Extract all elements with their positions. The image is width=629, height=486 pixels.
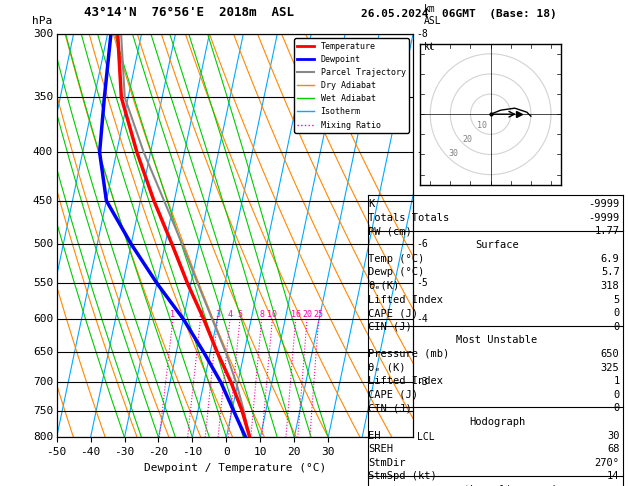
Text: kt: kt <box>424 42 436 52</box>
Text: 0: 0 <box>613 322 620 332</box>
Text: 700: 700 <box>33 378 53 387</box>
Text: LCL: LCL <box>416 433 434 442</box>
Text: 2: 2 <box>198 310 203 319</box>
Text: 30: 30 <box>607 431 620 441</box>
Text: 650: 650 <box>33 347 53 357</box>
Text: 43°14'N  76°56'E  2018m  ASL: 43°14'N 76°56'E 2018m ASL <box>84 6 294 19</box>
Text: -7: -7 <box>416 147 428 157</box>
Text: 68: 68 <box>607 444 620 454</box>
Text: PW (cm): PW (cm) <box>368 226 412 237</box>
Text: Lifted Index: Lifted Index <box>368 295 443 305</box>
Text: 600: 600 <box>33 314 53 324</box>
Text: CAPE (J): CAPE (J) <box>368 390 418 400</box>
Text: 1: 1 <box>170 310 175 319</box>
Text: -6: -6 <box>416 239 428 249</box>
Text: Pressure (mb): Pressure (mb) <box>368 349 449 359</box>
Text: -9999: -9999 <box>588 213 620 223</box>
Text: Totals Totals: Totals Totals <box>368 213 449 223</box>
Text: -3: -3 <box>416 378 428 387</box>
Text: CAPE (J): CAPE (J) <box>368 308 418 318</box>
Text: 500: 500 <box>33 239 53 249</box>
Text: 6.9: 6.9 <box>601 254 620 264</box>
Text: 1: 1 <box>613 376 620 386</box>
Text: 10: 10 <box>267 310 277 319</box>
Legend: Temperature, Dewpoint, Parcel Trajectory, Dry Adiabat, Wet Adiabat, Isotherm, Mi: Temperature, Dewpoint, Parcel Trajectory… <box>294 38 409 133</box>
Text: θₑ(K): θₑ(K) <box>368 281 399 291</box>
Text: SREH: SREH <box>368 444 393 454</box>
Text: 318: 318 <box>601 281 620 291</box>
Text: 350: 350 <box>33 92 53 103</box>
Text: 325: 325 <box>601 363 620 373</box>
Text: Dewp (°C): Dewp (°C) <box>368 267 424 278</box>
Text: Most Unstable: Most Unstable <box>456 335 538 346</box>
Text: Hodograph: Hodograph <box>469 417 525 427</box>
Text: -9999: -9999 <box>588 199 620 209</box>
Text: 8: 8 <box>259 310 264 319</box>
Text: 5.7: 5.7 <box>601 267 620 278</box>
Text: 5: 5 <box>613 295 620 305</box>
Text: 750: 750 <box>33 406 53 416</box>
Text: 0: 0 <box>613 390 620 400</box>
Text: 0: 0 <box>613 308 620 318</box>
Text: 3: 3 <box>215 310 220 319</box>
Text: 4: 4 <box>228 310 233 319</box>
Text: 26.05.2024  06GMT  (Base: 18): 26.05.2024 06GMT (Base: 18) <box>361 9 557 19</box>
Text: 400: 400 <box>33 147 53 157</box>
Text: StmDir: StmDir <box>368 458 406 468</box>
Text: 800: 800 <box>33 433 53 442</box>
Text: Surface: Surface <box>475 240 519 250</box>
Text: CIN (J): CIN (J) <box>368 403 412 414</box>
Text: -5: -5 <box>416 278 428 288</box>
Text: 450: 450 <box>33 196 53 206</box>
Text: 300: 300 <box>33 29 53 39</box>
Text: 20: 20 <box>462 136 472 144</box>
Text: 16: 16 <box>291 310 301 319</box>
Text: 650: 650 <box>601 349 620 359</box>
Text: 30: 30 <box>448 150 459 158</box>
Text: -8: -8 <box>416 29 428 39</box>
Text: 0: 0 <box>613 403 620 414</box>
Text: km
ASL: km ASL <box>424 4 442 26</box>
Text: 10: 10 <box>477 122 486 130</box>
Text: EH: EH <box>368 431 381 441</box>
Text: 25: 25 <box>314 310 324 319</box>
Text: Temp (°C): Temp (°C) <box>368 254 424 264</box>
Text: 14: 14 <box>607 471 620 482</box>
Text: hPa: hPa <box>31 16 52 26</box>
X-axis label: Dewpoint / Temperature (°C): Dewpoint / Temperature (°C) <box>143 463 326 473</box>
Text: © weatheronline.co.uk: © weatheronline.co.uk <box>435 485 559 486</box>
Text: Lifted Index: Lifted Index <box>368 376 443 386</box>
Text: 1.77: 1.77 <box>594 226 620 237</box>
Text: 5: 5 <box>237 310 242 319</box>
Text: 20: 20 <box>302 310 312 319</box>
Text: 270°: 270° <box>594 458 620 468</box>
Text: CIN (J): CIN (J) <box>368 322 412 332</box>
Text: StmSpd (kt): StmSpd (kt) <box>368 471 437 482</box>
Text: K: K <box>368 199 374 209</box>
Text: -4: -4 <box>416 314 428 324</box>
Text: 550: 550 <box>33 278 53 288</box>
Text: θₑ (K): θₑ (K) <box>368 363 406 373</box>
